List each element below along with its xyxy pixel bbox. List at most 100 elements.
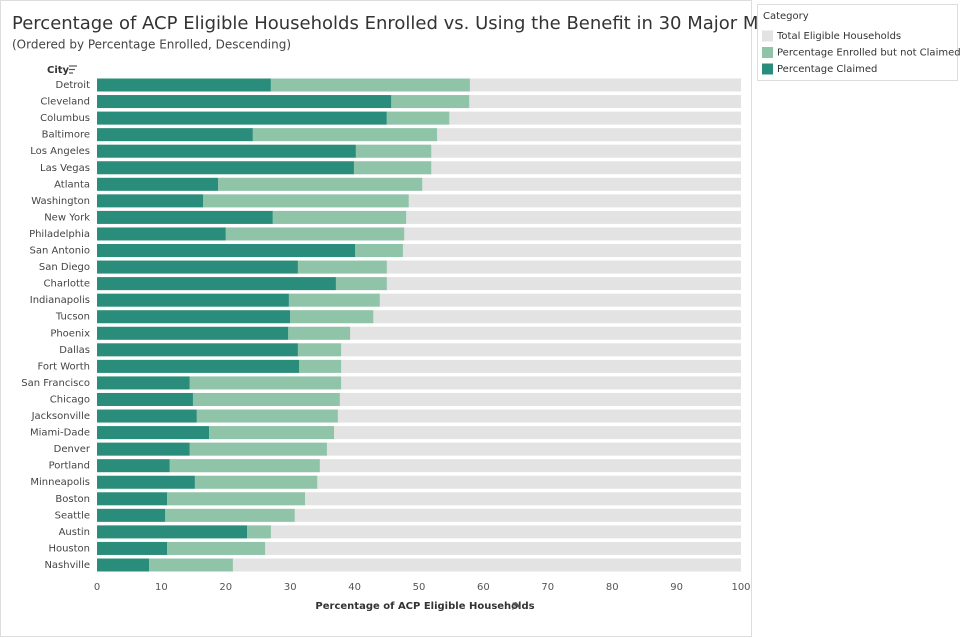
bar-enrolled bbox=[353, 161, 432, 175]
y-tick-label: Boston bbox=[55, 494, 90, 505]
bar-enrolled bbox=[335, 277, 387, 291]
legend-swatch bbox=[762, 30, 773, 42]
legend-box bbox=[757, 4, 958, 81]
x-tick-label: 40 bbox=[348, 582, 361, 593]
bar-enrolled bbox=[209, 426, 334, 440]
bar-claimed bbox=[97, 111, 387, 125]
y-axis-label: City bbox=[47, 65, 70, 76]
bar-claimed bbox=[97, 508, 166, 522]
legend-swatch bbox=[762, 47, 773, 58]
bar-claimed bbox=[97, 459, 170, 473]
bar-enrolled bbox=[165, 508, 295, 522]
x-tick-label: 20 bbox=[219, 582, 232, 593]
bar-enrolled bbox=[203, 194, 409, 208]
bar-enrolled bbox=[290, 310, 374, 324]
x-tick-label: 70 bbox=[541, 582, 554, 593]
chart-title: Percentage of ACP Eligible Households En… bbox=[12, 13, 851, 34]
bar-enrolled bbox=[272, 210, 407, 224]
y-tick-label: Detroit bbox=[56, 80, 91, 91]
bar-enrolled bbox=[299, 359, 342, 373]
y-tick-label: Chicago bbox=[50, 394, 90, 405]
bar-enrolled bbox=[167, 492, 306, 506]
bar-enrolled bbox=[225, 227, 405, 241]
y-tick-label: Denver bbox=[54, 444, 91, 455]
bar-claimed bbox=[97, 343, 298, 357]
bar-enrolled bbox=[218, 177, 423, 191]
bar-claimed bbox=[97, 293, 289, 307]
y-tick-label: Columbus bbox=[40, 113, 90, 124]
bar-enrolled bbox=[196, 409, 338, 423]
bar-claimed bbox=[97, 210, 273, 224]
bar-claimed bbox=[97, 409, 197, 423]
bar-enrolled bbox=[192, 392, 340, 406]
x-tick-label: 90 bbox=[670, 582, 683, 593]
bar-enrolled bbox=[247, 525, 271, 539]
bar-claimed bbox=[97, 442, 190, 456]
bar-claimed bbox=[97, 525, 248, 539]
bar-enrolled bbox=[288, 326, 351, 340]
bar-enrolled bbox=[149, 558, 233, 572]
bar-claimed bbox=[97, 161, 354, 175]
x-tick-label: 100 bbox=[731, 582, 750, 593]
bar-enrolled bbox=[270, 78, 470, 92]
bar-enrolled bbox=[252, 128, 438, 142]
legend-swatch bbox=[762, 63, 773, 75]
x-tick-label: 30 bbox=[284, 582, 297, 593]
bar-claimed bbox=[97, 95, 392, 109]
y-tick-label: Minneapolis bbox=[30, 477, 90, 488]
y-tick-label: Jacksonville bbox=[31, 411, 90, 422]
bar-enrolled bbox=[391, 95, 470, 109]
bar-claimed bbox=[97, 144, 356, 158]
bar-claimed bbox=[97, 78, 271, 92]
pin-icon[interactable] bbox=[512, 602, 521, 610]
y-tick-label: Houston bbox=[48, 543, 90, 554]
y-tick-label: Portland bbox=[49, 461, 90, 472]
bar-claimed bbox=[97, 310, 291, 324]
sort-icon[interactable] bbox=[69, 65, 77, 74]
bar-claimed bbox=[97, 326, 289, 340]
x-axis-label: Percentage of ACP Eligible Households bbox=[315, 601, 534, 612]
y-tick-label: Fort Worth bbox=[37, 361, 90, 372]
bar-claimed bbox=[97, 128, 253, 142]
y-tick-label: Dallas bbox=[59, 345, 90, 356]
x-tick-label: 10 bbox=[155, 582, 168, 593]
x-tick-label: 80 bbox=[606, 582, 619, 593]
y-tick-label: Los Angeles bbox=[30, 146, 90, 157]
bar-claimed bbox=[97, 227, 226, 241]
bar-enrolled bbox=[288, 293, 380, 307]
y-tick-label: San Francisco bbox=[21, 378, 90, 389]
y-tick-label: Austin bbox=[59, 527, 90, 538]
y-tick-label: Baltimore bbox=[42, 130, 90, 141]
bar-claimed bbox=[97, 392, 193, 406]
bar-claimed bbox=[97, 277, 336, 291]
bar-claimed bbox=[97, 558, 150, 572]
bar-claimed bbox=[97, 359, 300, 373]
bar-claimed bbox=[97, 244, 356, 258]
bar-enrolled bbox=[386, 111, 450, 125]
y-tick-label: Nashville bbox=[44, 560, 90, 571]
x-tick-label: 0 bbox=[94, 582, 100, 593]
y-tick-label: San Diego bbox=[39, 262, 90, 273]
chart-subtitle: (Ordered by Percentage Enrolled, Descend… bbox=[12, 38, 291, 52]
y-tick-label: Philadelphia bbox=[29, 229, 90, 240]
y-tick-label: Phoenix bbox=[50, 328, 90, 339]
y-tick-label: Cleveland bbox=[40, 97, 90, 108]
y-tick-label: San Antonio bbox=[30, 246, 90, 257]
y-tick-label: Atlanta bbox=[54, 179, 90, 190]
legend-title: Category bbox=[763, 11, 809, 22]
y-tick-label: Tucson bbox=[55, 312, 90, 323]
bar-enrolled bbox=[355, 244, 403, 258]
bar-enrolled bbox=[297, 343, 342, 357]
bar-enrolled bbox=[167, 541, 266, 555]
bar-enrolled bbox=[355, 144, 432, 158]
bar-claimed bbox=[97, 376, 190, 390]
y-tick-label: Washington bbox=[31, 196, 90, 207]
y-tick-label: New York bbox=[44, 212, 90, 223]
bar-claimed bbox=[97, 475, 195, 489]
y-tick-label: Miami-Dade bbox=[30, 428, 90, 439]
bar-claimed bbox=[97, 541, 168, 555]
bar-total bbox=[97, 558, 741, 572]
legend-label: Percentage Claimed bbox=[777, 64, 877, 75]
legend-label: Total Eligible Households bbox=[776, 31, 901, 42]
